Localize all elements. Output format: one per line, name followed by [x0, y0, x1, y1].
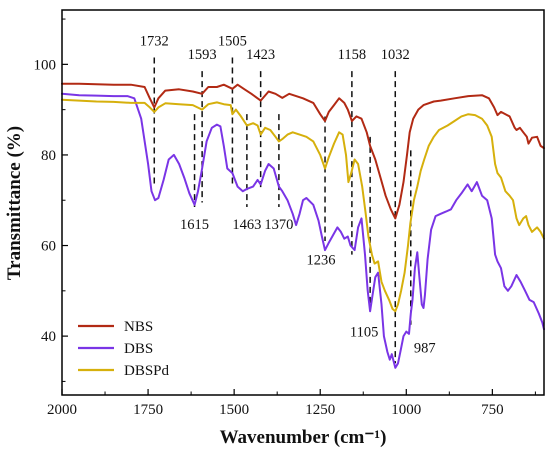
plot-frame	[61, 9, 545, 396]
x-axis-title: Wavenumber (cm⁻¹)	[220, 427, 387, 448]
x-tick-label: 1250	[305, 402, 335, 418]
legend-label-dbspd: DBSPd	[124, 363, 170, 379]
legend: NBS DBS DBSPd	[78, 319, 170, 379]
peak-label: 987	[414, 341, 436, 357]
peak-label: 1593	[188, 47, 217, 63]
peak-label: 1615	[180, 217, 209, 233]
y-tick-label: 60	[41, 239, 56, 255]
peak-label: 1032	[381, 47, 410, 63]
y-tick-label: 40	[41, 329, 56, 345]
x-tick-label: 1000	[391, 402, 421, 418]
peak-marker-group	[153, 57, 412, 364]
peak-label: 1158	[338, 47, 366, 63]
peak-label: 1423	[246, 47, 275, 63]
y-axis-title: Transmittance (%)	[4, 126, 25, 280]
peak-label: 1105	[350, 324, 378, 340]
legend-label-nbs: NBS	[124, 319, 153, 335]
x-tick-label: 1500	[219, 402, 249, 418]
y-tick-label: 80	[41, 148, 56, 164]
peak-label: 1236	[307, 252, 336, 268]
series-line-dbspd	[61, 98, 545, 313]
peak-label: 1463	[232, 217, 261, 233]
x-tick-label: 750	[481, 402, 504, 418]
x-tick-label: 2000	[47, 402, 77, 418]
series-line-dbs	[61, 92, 545, 369]
series-group	[61, 82, 545, 369]
legend-label-dbs: DBS	[124, 341, 153, 357]
peak-label: 1370	[264, 217, 293, 233]
peak-label: 1505	[218, 33, 247, 49]
series-line-nbs	[61, 82, 545, 220]
peak-label: 1732	[140, 33, 169, 49]
y-tick-label: 100	[34, 57, 57, 73]
tick-group: 2000 1750 1500 1250 1000 750 40 60 80 100	[34, 18, 536, 418]
x-tick-label: 1750	[133, 402, 163, 418]
